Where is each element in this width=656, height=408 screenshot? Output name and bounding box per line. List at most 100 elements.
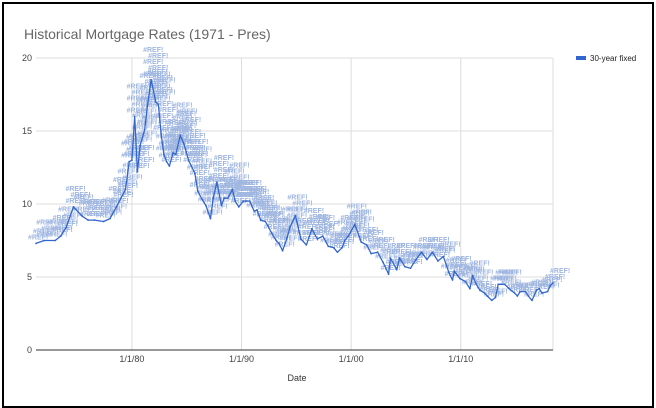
data-point bbox=[59, 235, 62, 238]
annotation-label: #REF! bbox=[441, 264, 461, 271]
annotation-label: #REF! bbox=[268, 220, 288, 227]
annotation-label: #REF! bbox=[446, 258, 466, 265]
annotation-label: #REF! bbox=[65, 198, 85, 205]
data-point bbox=[404, 265, 406, 268]
data-point bbox=[162, 153, 165, 156]
annotation-label: #REF! bbox=[134, 145, 154, 152]
annotation-label: #REF! bbox=[358, 227, 378, 234]
annotation-label: #REF! bbox=[176, 135, 196, 142]
legend: 30-year fixed bbox=[576, 54, 636, 63]
data-point bbox=[237, 206, 240, 208]
annotation-label: #REF! bbox=[155, 90, 175, 97]
data-point bbox=[299, 238, 302, 240]
annotation-label: #REF! bbox=[231, 198, 251, 205]
data-point bbox=[136, 170, 139, 173]
annotation-label: #REF! bbox=[352, 209, 372, 216]
annotation-label: #REF! bbox=[164, 135, 184, 142]
data-point bbox=[426, 258, 428, 261]
annotation-label: #REF! bbox=[375, 253, 395, 260]
annotation-label: #REF! bbox=[132, 101, 152, 108]
annotation-label: #REF! bbox=[144, 79, 164, 86]
annotation-label: #REF! bbox=[309, 214, 329, 221]
data-point bbox=[87, 219, 89, 221]
annotation-label: #REF! bbox=[96, 213, 116, 220]
data-point bbox=[497, 283, 500, 286]
annotation-label: #REF! bbox=[127, 107, 147, 114]
annotation-label: #REF! bbox=[257, 213, 277, 220]
data-point bbox=[150, 79, 152, 81]
annotation-label: #REF! bbox=[192, 146, 212, 153]
annotation-label: #REF! bbox=[329, 243, 349, 250]
annotation-label: #REF! bbox=[150, 96, 170, 103]
annotation-label: #REF! bbox=[370, 243, 390, 250]
annotation-label: #REF! bbox=[287, 207, 307, 214]
annotation-label: #REF! bbox=[394, 255, 414, 262]
annotation-label: #REF! bbox=[164, 147, 184, 154]
annotation-label: #REF! bbox=[65, 186, 85, 193]
data-point bbox=[437, 260, 439, 262]
annotation-label: #REF! bbox=[457, 272, 477, 279]
x-tick-label: 1/1/80 bbox=[119, 354, 144, 364]
annotation-label: #REF! bbox=[214, 167, 234, 174]
data-point bbox=[35, 242, 37, 245]
annotation-label: #REF! bbox=[314, 224, 334, 231]
data-point bbox=[389, 257, 392, 259]
x-tick-label: 1/1/10 bbox=[448, 354, 473, 364]
data-point bbox=[527, 295, 530, 297]
annotation-label: #REF! bbox=[253, 199, 273, 206]
annotation-label: #REF! bbox=[153, 75, 173, 82]
annotation-label: #REF! bbox=[368, 239, 388, 246]
annotation-label: #REF! bbox=[509, 287, 529, 294]
annotation-label: #REF! bbox=[487, 288, 507, 295]
annotation-label: #REF! bbox=[435, 248, 455, 255]
annotation-label: #REF! bbox=[520, 287, 540, 294]
annotation-label: #REF! bbox=[232, 186, 252, 193]
annotation-label: #REF! bbox=[220, 177, 240, 184]
annotation-label: #REF! bbox=[347, 215, 367, 222]
annotation-label: #REF! bbox=[155, 78, 175, 85]
annotation-label: #REF! bbox=[63, 212, 83, 219]
annotation-label: #REF! bbox=[337, 232, 357, 239]
legend-label: 30-year fixed bbox=[590, 54, 636, 63]
annotation-label: #REF! bbox=[176, 111, 196, 118]
annotation-label: #REF! bbox=[161, 145, 181, 152]
annotation-label: #REF! bbox=[293, 230, 313, 237]
data-point bbox=[264, 220, 267, 223]
annotation-label: #REF! bbox=[74, 207, 94, 214]
data-point bbox=[231, 188, 234, 191]
data-point bbox=[538, 287, 541, 290]
data-point bbox=[464, 280, 467, 283]
annotation-label: #REF! bbox=[227, 180, 247, 187]
annotation-label: #REF! bbox=[490, 275, 510, 282]
data-point bbox=[256, 208, 258, 211]
data-point bbox=[259, 219, 262, 221]
annotation-label: #REF! bbox=[440, 242, 460, 249]
annotation-label: #REF! bbox=[221, 183, 241, 190]
annotation-label: #REF! bbox=[331, 233, 351, 240]
annotation-label: #REF! bbox=[382, 249, 402, 256]
annotation-label: #REF! bbox=[268, 232, 288, 239]
annotation-label: #REF! bbox=[247, 186, 267, 193]
annotation-label: #REF! bbox=[123, 174, 143, 181]
annotation-label: #REF! bbox=[430, 252, 450, 259]
annotation-label: #REF! bbox=[108, 198, 128, 205]
annotation-label: #REF! bbox=[518, 283, 538, 290]
data-point bbox=[245, 200, 247, 202]
data-point bbox=[341, 246, 343, 249]
data-point bbox=[43, 239, 46, 242]
annotation-label: #REF! bbox=[172, 102, 192, 109]
annotation-label: #REF! bbox=[159, 141, 179, 148]
annotation-label: #REF! bbox=[150, 72, 170, 79]
annotation-label: #REF! bbox=[364, 230, 384, 237]
annotation-label: #REF! bbox=[123, 162, 143, 169]
data-point bbox=[278, 242, 280, 245]
annotation-label: #REF! bbox=[446, 262, 466, 269]
data-point bbox=[353, 223, 356, 226]
annotation-label: #REF! bbox=[462, 266, 482, 273]
annotation-label: #REF! bbox=[96, 201, 116, 208]
annotation-label: #REF! bbox=[435, 246, 455, 253]
data-point bbox=[347, 235, 350, 238]
annotation-label: #REF! bbox=[216, 177, 236, 184]
data-point bbox=[475, 283, 478, 286]
annotation-label: #REF! bbox=[168, 133, 188, 140]
